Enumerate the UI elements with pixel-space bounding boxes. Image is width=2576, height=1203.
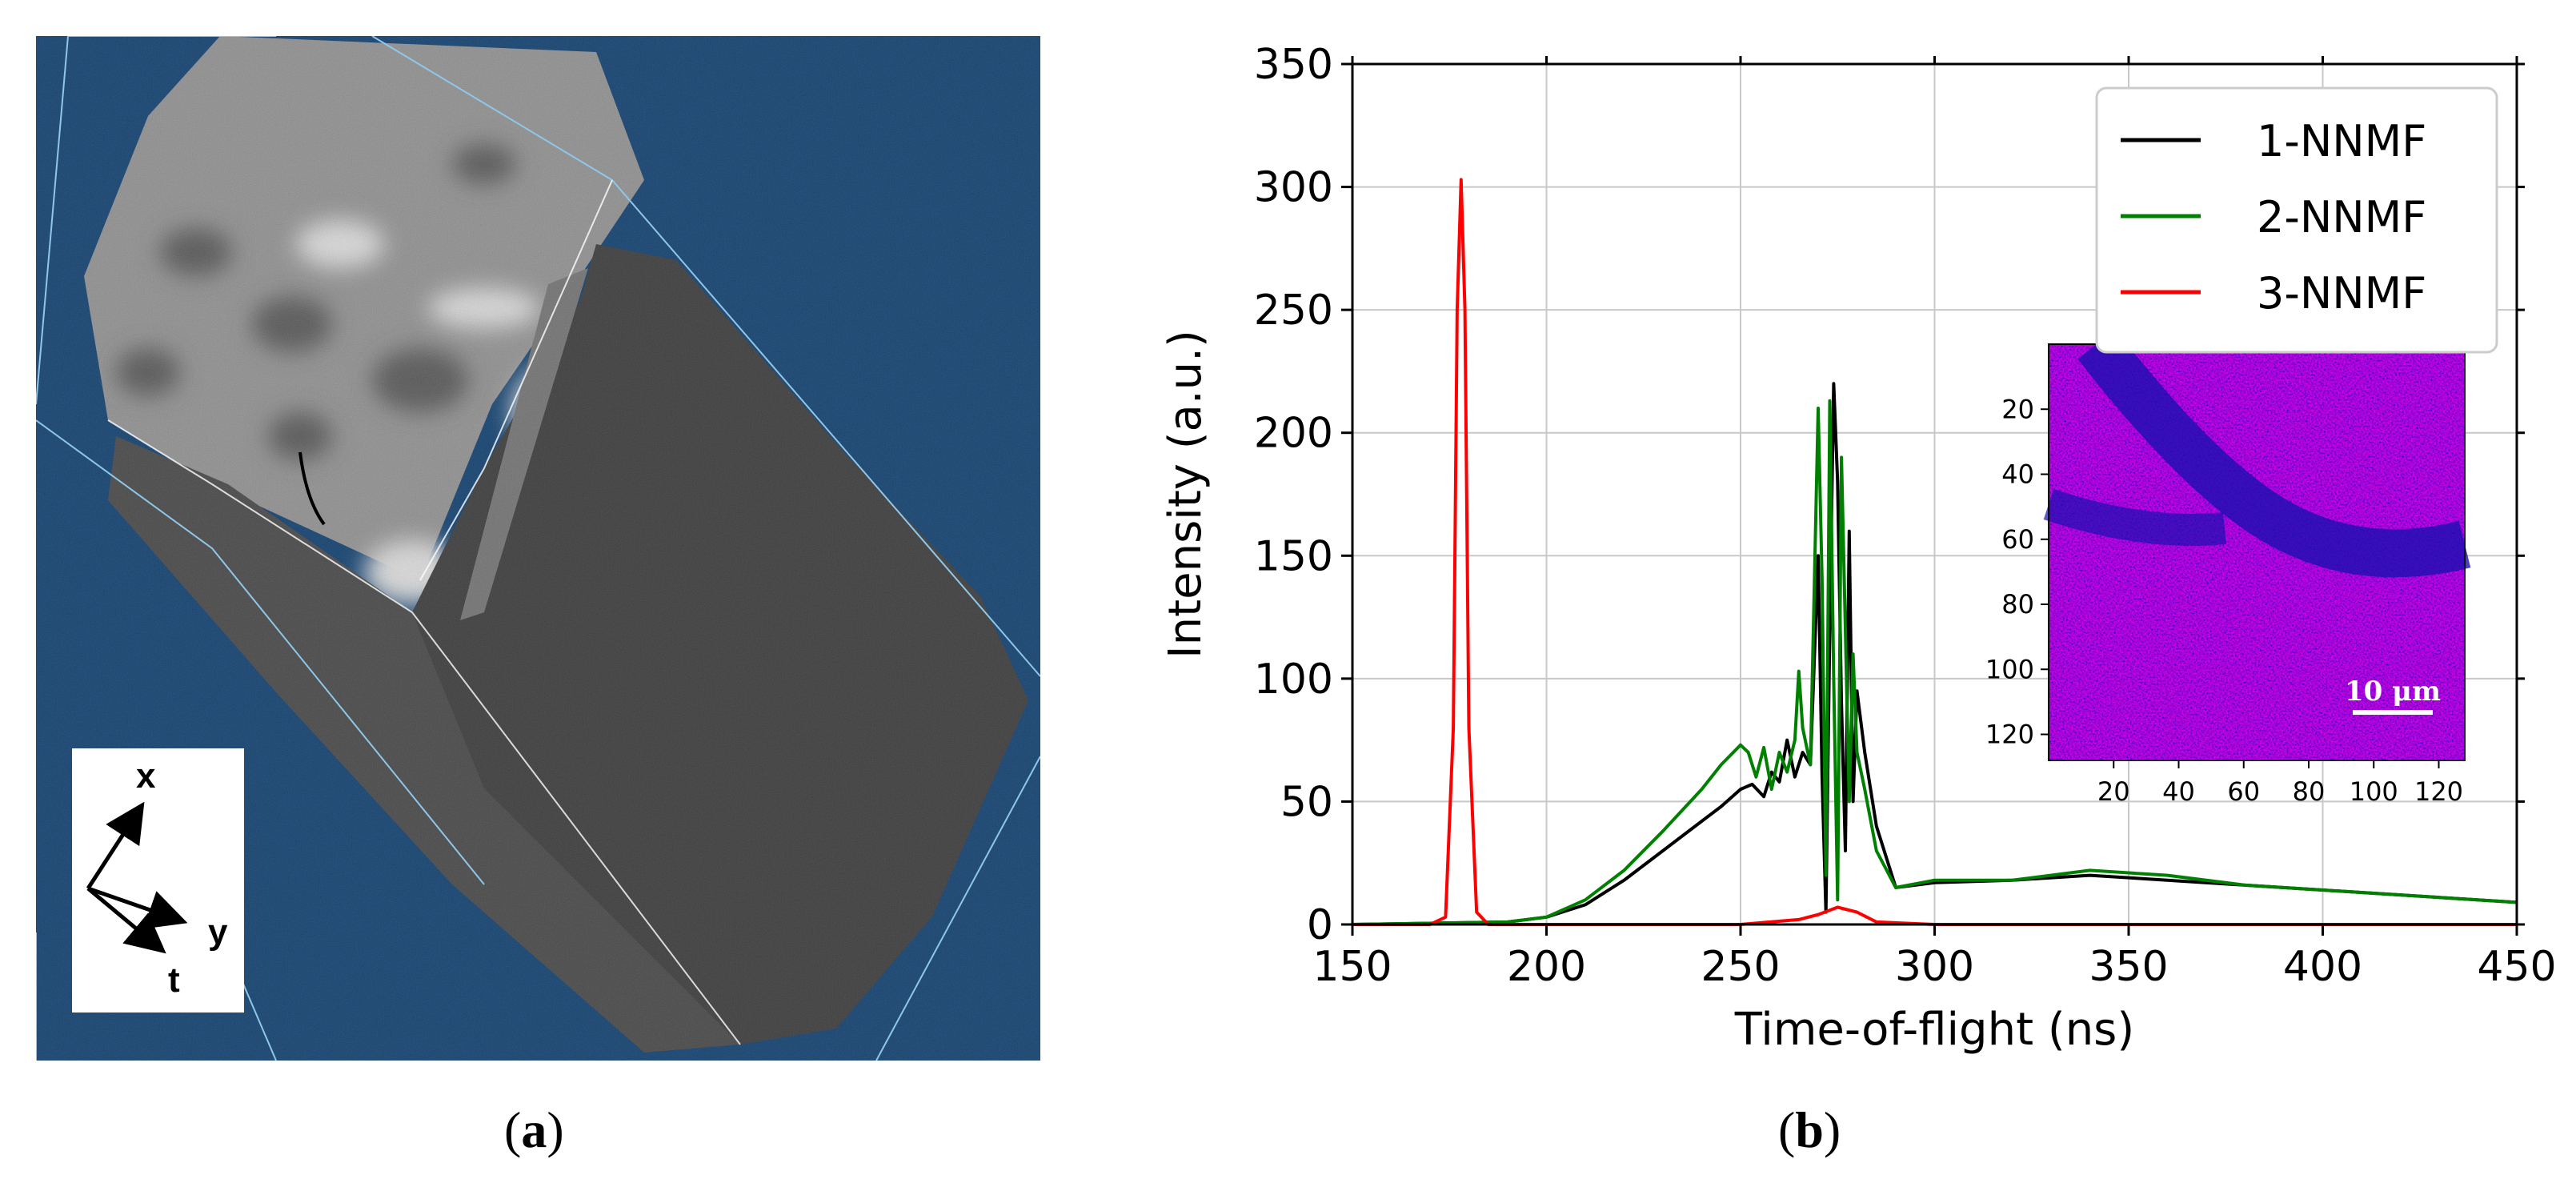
axis-t-label: t [168,960,180,1000]
inset-y-tick-label-1: 40 [2001,459,2034,490]
y-tick-label-1: 50 [1280,778,1333,826]
inset-x-tick-label-5: 120 [2414,776,2463,807]
caption-a: (a) [504,1101,564,1158]
scale-bar-label: 10 μm [2345,676,2441,708]
legend-box [2095,86,2498,354]
y-tick-label-5: 250 [1254,287,1333,335]
legend-label-0: 1-NNMF [2257,116,2426,166]
inset-y-tick-label-0: 20 [2001,394,2034,424]
x-tick-label-1: 200 [1507,943,1586,991]
inset-x-tick-label-2: 60 [2227,776,2260,807]
legend-label-2: 3-NNMF [2257,268,2426,319]
y-tick-label-7: 350 [1254,41,1333,89]
inset-x-tick-label-4: 100 [2350,776,2398,807]
tof-chart: 20 40 60 80 100 120 20 40 60 80 100 120 10 μm 150 200… [1104,24,2576,1105]
bounding-box [36,36,1040,1061]
legend-label-1: 2-NNMF [2257,192,2426,243]
inset-x-tick-label-0: 20 [2097,776,2130,807]
x-axis-label: Time-of-flight (ns) [1734,1004,2134,1056]
y-axis-label: Intensity (a.u.) [1160,330,1212,659]
inset-x-tick-label-1: 40 [2162,776,2195,807]
inset-y-tick-label-5: 120 [1985,720,2034,750]
tof-chart-svg: 20 40 60 80 100 120 20 40 60 80 100 120 10 μm 150 200… [1160,41,2557,1056]
legend: 1-NNMF 2-NNMF 3-NNMF [2095,86,2498,354]
y-tick-label-4: 200 [1254,410,1333,458]
x-tick-label-4: 350 [2089,943,2168,991]
reconstruction-svg [36,36,1040,1061]
axis-x-label: x [136,756,156,796]
inset-y-tick-label-3: 80 [2001,589,2034,620]
y-tick-label-2: 100 [1254,656,1333,704]
inset-y-tick-label-4: 100 [1985,654,2034,684]
x-tick-label-0: 150 [1312,943,1392,991]
inset-heatmap: 20 40 60 80 100 120 20 40 60 80 100 120 10 μm [1985,329,2471,807]
tick-group: 150 200 250 300 350 400 450 0 50 100 150 200 250 300 3… [1254,41,2557,991]
x-tick-label-3: 300 [1895,943,1974,991]
y-tick-label-3: 150 [1254,532,1333,580]
y-tick-label-6: 300 [1254,164,1333,212]
inset-y-tick-label-2: 60 [2001,524,2034,555]
inset-channel [2077,329,2471,578]
series-line-2-NNMF [1352,399,2518,926]
inset-x-tick-label-3: 80 [2293,776,2326,807]
x-tick-label-2: 250 [1701,943,1780,991]
caption-b: (b) [1778,1101,1841,1158]
reconstruction-image: x y t [36,36,1040,1061]
axis-y-label: y [208,912,228,952]
axes-inset: x y t [72,748,244,1013]
x-tick-label-5: 400 [2283,943,2362,991]
x-tick-label-6: 450 [2477,943,2556,991]
y-tick-label-0: 0 [1307,901,1333,949]
